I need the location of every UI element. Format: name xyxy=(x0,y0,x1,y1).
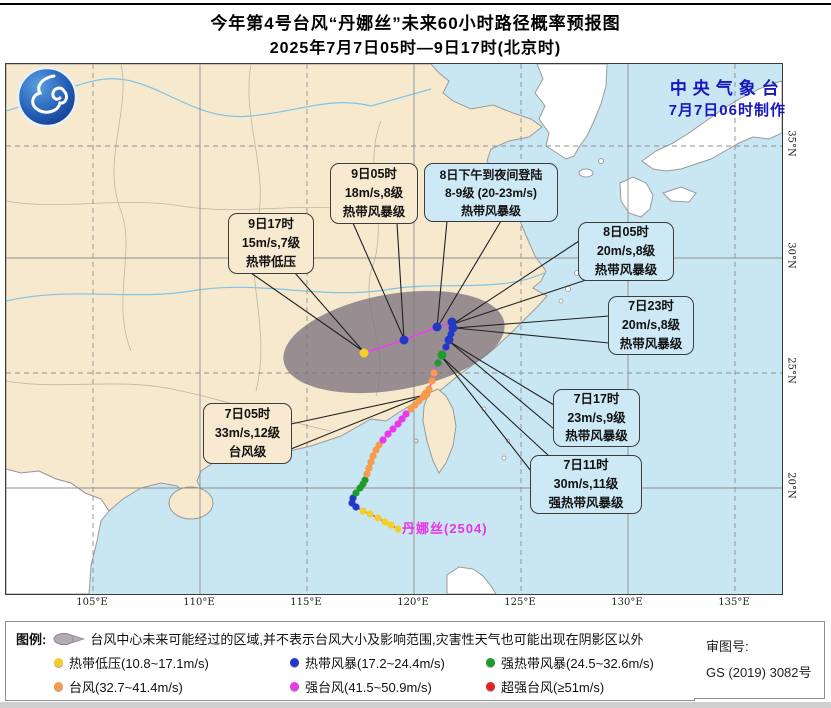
legend-item-sts: 强热带风暴(24.5~32.6m/s) xyxy=(486,653,654,672)
track-point xyxy=(442,343,450,351)
approval-label: 审图号: xyxy=(706,639,749,654)
typhoon-track xyxy=(348,317,458,533)
lon-label-130e: 130°E xyxy=(611,597,643,608)
track-point xyxy=(363,470,371,478)
track-point xyxy=(425,385,433,393)
track-point xyxy=(434,359,442,367)
lon-label-105e: 105°E xyxy=(76,597,108,608)
cma-logo-icon xyxy=(16,66,78,128)
track-point xyxy=(389,425,397,433)
track-point xyxy=(361,476,369,484)
lat-label-30n: 30°N xyxy=(785,242,797,269)
callout-7d23h: 7日23时 20m/s,8级 热带风暴级 xyxy=(608,296,694,355)
approval-box: 审图号: GS (2019) 3082号 xyxy=(694,621,825,699)
callout-pointers xyxy=(250,220,610,472)
probability-area-icon xyxy=(53,632,86,645)
penghu-island xyxy=(413,438,419,444)
legend-item-super-ty: 超强台风(≥51m/s) xyxy=(486,677,604,696)
hainan-island xyxy=(168,486,214,520)
lon-label-110e: 110°E xyxy=(183,597,215,608)
track-point xyxy=(394,420,402,428)
track-point xyxy=(428,377,436,385)
page-subtitle: 2025年7月7日05时—9日17时(北京时) xyxy=(269,40,562,57)
track-point xyxy=(359,348,369,358)
track-point xyxy=(367,458,375,466)
track-point xyxy=(365,464,373,472)
japan-honshu xyxy=(641,80,782,172)
callout-9d17h: 9日17时 15m/s,7级 热带低压 xyxy=(228,213,314,274)
page-title: 今年第4号台风“丹娜丝”未来60小时路径概率预报图 xyxy=(210,14,621,33)
track-point xyxy=(444,335,454,345)
track-point xyxy=(387,521,395,529)
bottom-bar xyxy=(0,702,831,708)
legend-item-ts: 热带风暴(17.2~24.4m/s) xyxy=(290,653,445,672)
track-point xyxy=(379,436,387,444)
callout-7d11h: 7日11时 30m/s,11级 强热带风暴级 xyxy=(530,455,642,514)
lon-label-135e: 135°E xyxy=(718,597,750,608)
track-point xyxy=(369,452,377,460)
td-dot-icon xyxy=(54,658,63,667)
sty-dot-icon xyxy=(290,682,299,691)
track-point xyxy=(398,415,406,423)
lon-label-115e: 115°E xyxy=(290,597,322,608)
lon-label-125e: 125°E xyxy=(504,597,536,608)
top-rule xyxy=(0,3,831,5)
lon-label-120e: 120°E xyxy=(397,597,429,608)
legend-item-sty: 强台风(41.5~50.9m/s) xyxy=(290,677,432,696)
track-point xyxy=(437,350,447,360)
issue-time: 7月7日06时制作 xyxy=(668,102,786,119)
track-point xyxy=(432,322,442,332)
legend-title: 图例: xyxy=(16,632,47,647)
callout-8d05h: 8日05时 20m/s,8级 热带风暴级 xyxy=(578,222,674,281)
legend-note-row: 图例: 台风中心未来可能经过的区域,并不表示台风大小及影响范围,灾害性天气也可能… xyxy=(16,629,644,648)
approval-number: GS (2019) 3082号 xyxy=(706,665,812,680)
track-point xyxy=(375,441,383,449)
track-point xyxy=(352,489,360,497)
taiwan-island xyxy=(422,388,457,474)
japan-kyushu xyxy=(619,176,654,218)
track-point xyxy=(394,525,402,533)
track-point xyxy=(384,430,392,438)
vietnam-land xyxy=(6,468,110,594)
track-point xyxy=(402,410,410,418)
lat-label-25n: 25°N xyxy=(785,357,797,384)
lat-label-35n: 35°N xyxy=(785,130,797,157)
track-point xyxy=(374,514,382,522)
callout-landfall: 8日下午到夜间登陆 8-9级 (20-23m/s) 热带风暴级 xyxy=(424,163,558,222)
legend-item-td: 热带低压(10.8~17.1m/s) xyxy=(54,653,209,672)
track-point xyxy=(366,510,374,518)
track-point xyxy=(381,518,389,526)
legend-note: 台风中心未来可能经过的区域,并不表示台风大小及影响范围,灾害性天气也可能出现在阴… xyxy=(90,632,644,647)
callout-7d05h: 7日05时 33m/s,12级 台风级 xyxy=(203,403,292,464)
ts-dot-icon xyxy=(290,658,299,667)
track-point xyxy=(359,507,367,515)
legend: 图例: 台风中心未来可能经过的区域,并不表示台风大小及影响范围,灾害性天气也可能… xyxy=(5,621,695,701)
legend-item-ty: 台风(32.7~41.4m/s) xyxy=(54,677,183,696)
callout-7d17h: 7日17时 23m/s,9级 热带风暴级 xyxy=(553,389,640,447)
storm-name-label: 丹娜丝(2504) xyxy=(402,521,488,536)
korea-land xyxy=(534,64,608,160)
lat-label-20n: 20°N xyxy=(785,472,797,499)
track-point xyxy=(399,335,409,345)
luzon-island xyxy=(446,566,497,594)
sts-dot-icon xyxy=(486,658,495,667)
agency-credit: 中央气象台 7月7日06时制作 xyxy=(669,74,786,120)
track-point xyxy=(447,317,457,327)
rivers xyxy=(6,78,545,302)
agency-name: 中央气象台 xyxy=(669,79,785,98)
super-ty-dot-icon xyxy=(486,682,495,691)
callout-9d05h: 9日05时 18m/s,8级 热带风暴级 xyxy=(330,163,418,224)
japan-shikoku xyxy=(662,186,697,203)
probability-area xyxy=(283,290,505,394)
tsushima-island xyxy=(598,158,604,164)
track-point xyxy=(430,369,438,377)
ty-dot-icon xyxy=(54,682,63,691)
jeju-island xyxy=(578,168,594,178)
